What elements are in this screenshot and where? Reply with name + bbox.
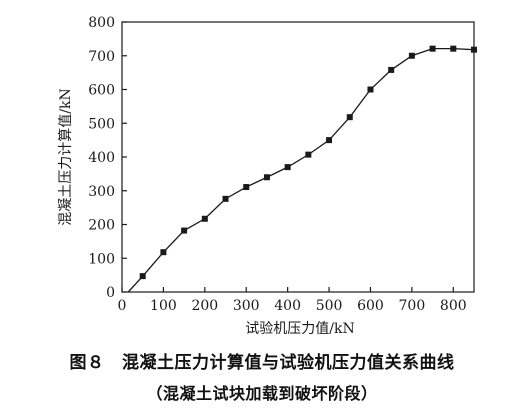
x-tick-label: 100 — [150, 298, 177, 314]
data-point — [263, 174, 270, 181]
data-point — [367, 86, 374, 93]
x-tick-label: 800 — [440, 298, 467, 314]
x-tick-label: 200 — [191, 298, 218, 314]
tick-labels: 0 100 200 300 400 500 600 700 800 0 100 200 300 400 50… — [88, 15, 466, 314]
data-point — [139, 273, 146, 280]
series-line — [127, 48, 475, 293]
x-tick-label: 0 — [118, 298, 127, 314]
y-tick-label: 0 — [106, 285, 115, 301]
data-point — [471, 46, 477, 53]
figure-caption: 图８ 混凝土压力计算值与试验机压力值关系曲线 — [69, 353, 455, 373]
data-point — [429, 45, 436, 52]
y-tick-label: 300 — [88, 184, 115, 200]
data-point — [388, 66, 395, 73]
x-tick-label: 500 — [316, 298, 343, 314]
data-point — [243, 184, 250, 191]
y-axis-label: 混凝土压力计算值/kN — [58, 88, 74, 225]
axes — [121, 21, 475, 293]
data-point — [408, 52, 415, 59]
y-tick-label: 400 — [88, 150, 115, 166]
y-tick-label: 700 — [88, 49, 115, 65]
y-tick-label: 600 — [88, 83, 115, 99]
y-tick-label: 100 — [88, 251, 115, 267]
data-point — [326, 137, 333, 144]
chart: 0 100 200 300 400 500 600 700 800 0 100 200 300 400 50… — [58, 15, 477, 337]
y-tick-label: 500 — [88, 116, 115, 132]
x-tick-label: 700 — [399, 298, 426, 314]
x-axis-label: 试验机压力值/kN — [245, 321, 354, 337]
x-tick-label: 300 — [233, 298, 260, 314]
data-point — [201, 215, 208, 222]
x-tick-label: 400 — [274, 298, 301, 314]
data-point — [284, 164, 291, 171]
data-point — [305, 151, 312, 158]
data-point — [181, 227, 188, 234]
data-point — [160, 249, 167, 256]
y-tick-label: 800 — [88, 15, 115, 31]
x-tick-label: 600 — [357, 298, 384, 314]
data-point — [346, 114, 353, 121]
axis-ticks — [121, 21, 454, 293]
y-tick-label: 200 — [88, 218, 115, 234]
plot-frame — [121, 21, 475, 293]
data-point — [222, 195, 229, 202]
data-point — [450, 45, 457, 52]
series-layer — [127, 45, 477, 293]
figure-subcaption: （混凝土试块加载到破坏阶段） — [146, 384, 378, 403]
